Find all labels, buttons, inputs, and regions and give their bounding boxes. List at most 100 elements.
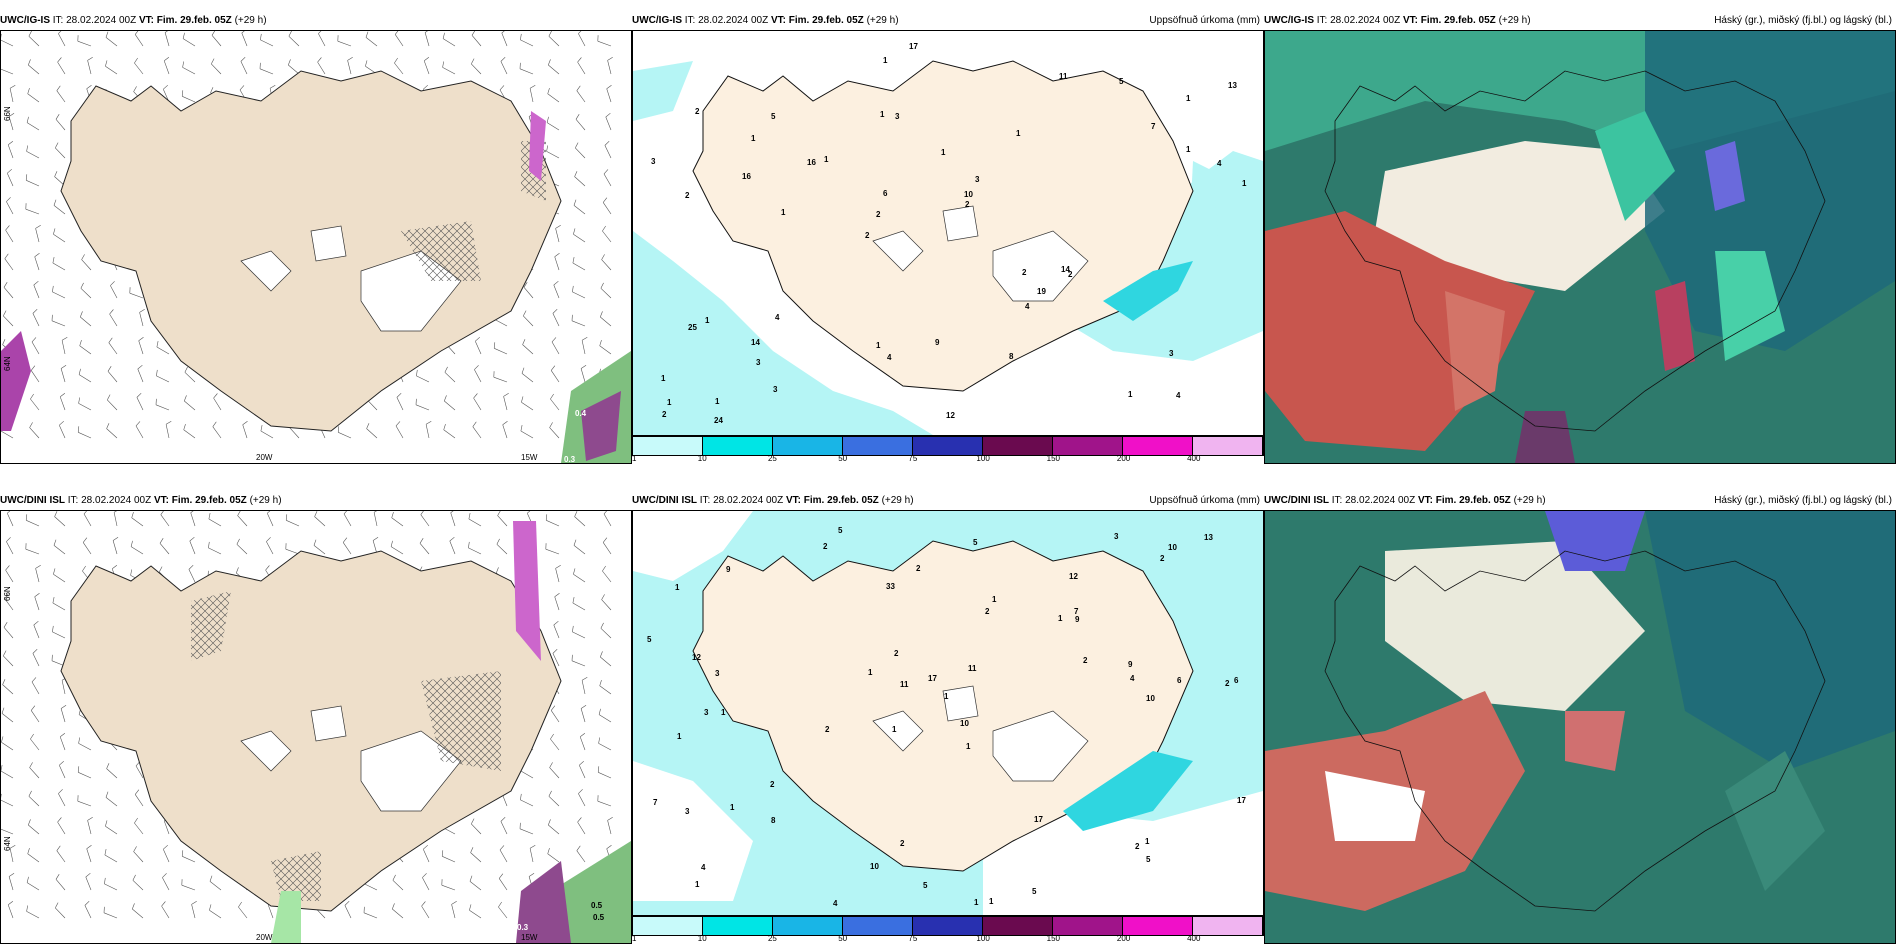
wind-barb [34,256,40,271]
wind-barb-flag [1,707,5,714]
precip-title: Uppsöfnuð úrkoma (mm) [1149,15,1260,26]
wind-map: 0.5 0.5 0.3 20W 15W 66N 64N [0,510,632,944]
wind-barb [597,40,612,47]
precip-value: 7 [653,798,658,807]
wind-barb-flag [112,564,118,570]
wind-barb [104,883,118,891]
wind-barb [78,772,92,779]
wind-barb-flag [449,536,455,542]
wind-barb-flag [208,513,211,520]
wind-barb [9,848,14,863]
wind-barb-flag [577,57,582,63]
wind-barb [468,518,482,527]
wind-barb [1,770,14,779]
precip-value: 4 [833,899,838,908]
precip-value: 5 [1032,887,1037,896]
wind-barb-flag [26,876,29,883]
wind-barb-flag [160,511,164,515]
wind-barb [163,820,170,835]
wind-barb-flag [419,538,424,544]
wind-barb [498,906,508,919]
precip-colorbar: 1 10 25 50 75 100 150 200 400 [632,436,1264,464]
wind-barb [603,173,612,187]
wind-barb [58,33,66,47]
wind-barb-flag [573,568,576,575]
wind-barb [27,93,40,103]
wind-barb [78,403,92,411]
wind-barb [4,598,14,611]
wind-barb-flag [28,59,31,66]
wind-barb [60,368,66,383]
wind-barb [599,685,612,695]
wind-barb-flag [31,677,37,683]
wind-barb-flag [606,84,612,89]
wind-barb-flag [236,538,240,545]
wind-barb-flag [442,61,444,68]
wind-barb-flag [552,648,558,654]
wind-barb-flag [79,340,82,346]
wind-barb [571,320,586,327]
wind-barb [469,881,482,891]
colorbar-tick-label: 25 [767,934,777,943]
wind-barb [598,743,612,751]
colorbar-tick-label: 50 [838,934,848,943]
wind-barb [606,88,612,103]
wind-barb [107,371,118,383]
colorbar-cell [983,917,1053,935]
wind-barb-flag [28,31,32,37]
wind-barb [26,882,40,891]
wind-barb [133,851,144,863]
precip-value: 11 [1059,72,1068,81]
wind-barb [572,291,586,299]
wind-barb-flag [110,281,115,286]
wind-barb-flag [104,877,106,884]
wind-barb-flag [572,597,575,604]
colorbar-tick-label: 100 [976,934,990,943]
wind-barb [266,541,274,555]
wind-barb [523,315,534,327]
wind-barb-flag [190,511,194,513]
wind-barb-flag [573,199,577,206]
colorbar-cells [632,916,1264,936]
precip-value: 1 [880,110,885,119]
wind-barb-flag [6,197,11,202]
wind-barb-flag [602,565,606,572]
wind-barb [61,680,66,695]
wind-barb-flag [548,31,552,37]
wind-barb [416,375,430,383]
wind-barb-flag [181,90,184,97]
wind-barb [260,430,274,439]
wind-barb [78,374,92,383]
precip-value: 10 [1168,543,1177,552]
wind-barb-flag [553,620,559,626]
precip-title: Uppsöfnuð úrkoma (mm) [1149,495,1260,506]
precip-value: 6 [883,189,888,198]
wind-barb [1,713,14,723]
wind-barb [317,61,326,75]
wind-barb [602,542,612,555]
wind-barb-flag [134,817,138,824]
wind-barb-flag [55,114,60,120]
wind-barb [529,848,534,863]
wind-barb-flag [4,253,9,259]
wind-barb [27,853,40,863]
wind-barb-flag [133,86,137,92]
colorbar-cell [1193,917,1263,935]
wind-barb-flag [604,140,610,146]
wind-barb-flag [109,309,114,315]
wind-barb [160,514,170,527]
wind-barb-flag [210,87,214,93]
precip-value: 5 [923,881,928,890]
wind-barb-flag [313,539,317,546]
wind-barb [137,368,144,383]
wind-barb [549,427,560,439]
wind-barb [81,259,92,271]
wind-barb [1,39,14,47]
wind-barb [55,119,66,131]
valid-label: VT: [785,495,801,506]
lead-time: (+29 h) [234,15,267,26]
wind-barb [52,602,66,611]
wind-barb [601,259,612,271]
wind-barb [30,370,40,383]
wind-barb [8,116,14,131]
